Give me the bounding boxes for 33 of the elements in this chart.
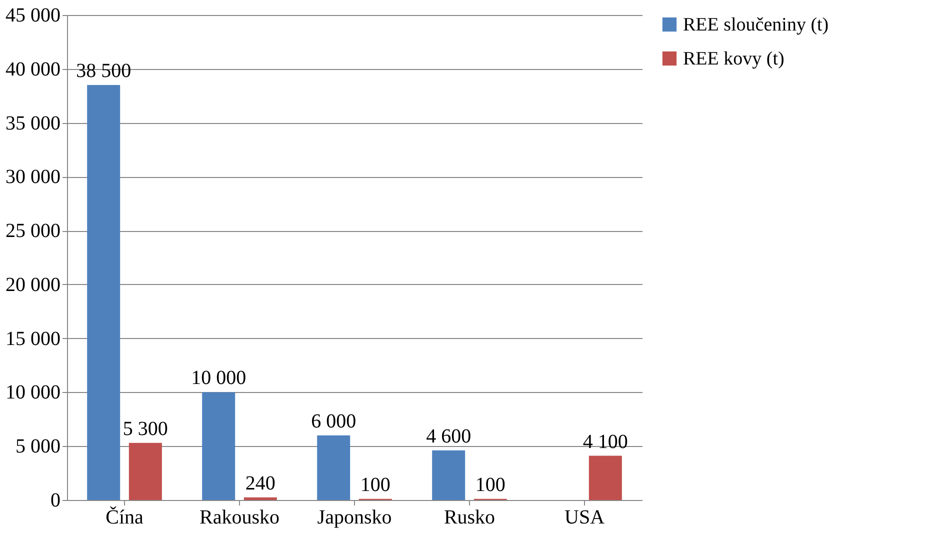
y-tick-label: 30 000 <box>6 166 60 188</box>
y-tick-label: 0 <box>50 490 60 512</box>
y-tick-label: 35 000 <box>6 112 60 134</box>
data-label: 100 <box>475 474 506 496</box>
bar <box>317 435 350 500</box>
data-label: 100 <box>360 474 390 496</box>
y-tick-label: 5 000 <box>16 436 60 458</box>
bar <box>244 497 277 500</box>
y-tick-label: 10 000 <box>6 382 60 404</box>
data-label: 6 000 <box>311 410 356 432</box>
data-label: 240 <box>245 472 276 494</box>
x-tick-label: USA <box>564 506 606 528</box>
bar <box>87 85 120 500</box>
y-tick-label: 25 000 <box>6 220 60 242</box>
data-label: 5 300 <box>122 418 168 440</box>
x-tick-label: Rusko <box>444 506 496 528</box>
x-tick-label: Japonsko <box>317 506 392 528</box>
legend-label: REE kovy (t) <box>683 48 784 70</box>
data-label: 38 500 <box>76 60 132 82</box>
y-tick-label: 20 000 <box>6 274 60 296</box>
bar <box>432 450 466 500</box>
legend-label: REE sloučeniny (t) <box>683 14 829 36</box>
y-tick-label: 45 000 <box>6 4 60 26</box>
x-tick-label: Rakousko <box>200 506 280 528</box>
data-label: 10 000 <box>191 367 246 390</box>
x-tick-label: Čína <box>106 506 144 528</box>
y-tick-label: 40 000 <box>6 58 60 80</box>
y-tick-label: 15 000 <box>6 328 60 350</box>
bar <box>128 442 162 500</box>
bar <box>588 456 622 500</box>
bar <box>202 392 236 500</box>
data-label: 4 600 <box>426 425 472 448</box>
data-label: 4 100 <box>582 430 628 453</box>
